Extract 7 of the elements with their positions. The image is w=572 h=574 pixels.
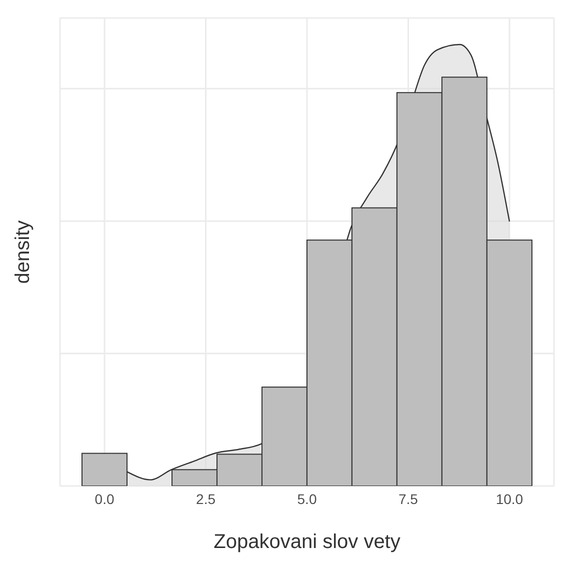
x-axis-title: Zopakovani slov vety — [214, 531, 400, 553]
x-tick-label: 7.5 — [398, 490, 418, 507]
x-tick-label: 0.0 — [94, 490, 114, 507]
x-tick-label: 5.0 — [297, 490, 317, 507]
y-axis-title: density — [12, 220, 34, 284]
x-tick-label: 2.5 — [196, 490, 216, 507]
x-tick-label: 10.0 — [496, 490, 524, 507]
